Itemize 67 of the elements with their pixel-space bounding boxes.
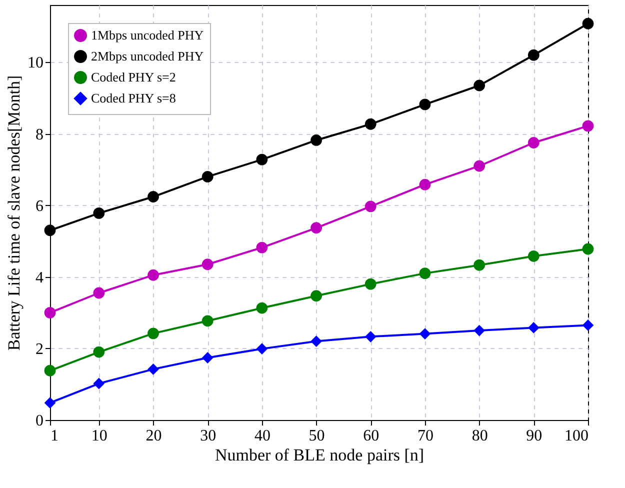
point <box>256 343 268 355</box>
x-tick-label: 20 <box>146 428 162 444</box>
point <box>202 352 214 364</box>
x-tick-label: 90 <box>526 428 542 444</box>
x-tick-label: 60 <box>363 428 380 444</box>
point <box>582 319 594 331</box>
point <box>364 330 376 342</box>
point <box>474 160 486 172</box>
point <box>148 363 159 375</box>
x-axis-title: Number of BLE node pairs [n] <box>214 446 424 464</box>
point <box>310 222 322 234</box>
point <box>474 324 486 336</box>
point <box>582 120 594 132</box>
point <box>528 49 540 61</box>
point <box>310 134 322 146</box>
point <box>419 98 431 110</box>
point <box>310 336 322 347</box>
x-tick-label: 30 <box>200 428 216 444</box>
point <box>256 302 268 314</box>
point <box>419 328 431 340</box>
point <box>148 191 159 202</box>
point <box>419 178 431 190</box>
y-tick-label: 10 <box>28 54 44 72</box>
point <box>44 224 56 236</box>
point <box>364 118 376 130</box>
point <box>93 378 105 390</box>
point <box>474 80 486 92</box>
y-tick-label: 6 <box>36 198 44 215</box>
y-tick-label: 4 <box>36 269 44 286</box>
y-tick-label: 8 <box>36 126 44 144</box>
x-tick-label: 70 <box>417 428 434 444</box>
point <box>148 269 159 281</box>
x-tick-label: 40 <box>254 428 270 444</box>
y-tick-label: 2 <box>36 340 44 358</box>
point <box>582 18 594 30</box>
x-tick-label: 80 <box>472 428 488 444</box>
point <box>93 346 105 358</box>
point <box>528 322 540 334</box>
point <box>474 259 486 271</box>
point <box>419 268 431 280</box>
point <box>256 242 268 254</box>
x-tick-label: 10 <box>91 428 108 444</box>
point <box>44 306 56 318</box>
legend-label: Coded PHY s=2 <box>91 70 176 84</box>
point <box>44 364 56 376</box>
legend-label: Coded PHY s=8 <box>91 90 176 106</box>
y-axis-title: Battery Life time of slave nodes[Month] <box>4 75 24 351</box>
y-tick-label: 0 <box>36 412 44 430</box>
x-tick-label: 1 <box>50 428 58 444</box>
point <box>364 200 376 212</box>
x-tick-label: 50 <box>308 428 325 444</box>
point <box>202 258 214 270</box>
point <box>582 243 594 255</box>
point <box>310 290 322 302</box>
point <box>364 278 376 290</box>
x-tick-label: 100 <box>564 428 588 444</box>
point <box>44 397 56 409</box>
point <box>202 315 214 327</box>
legend-label: 2Mbps uncoded PHY <box>91 48 204 64</box>
point <box>528 250 540 262</box>
legend-label: 1Mbps uncoded PHY <box>91 28 204 42</box>
point <box>256 154 268 166</box>
point <box>528 137 540 148</box>
point <box>93 287 105 299</box>
point <box>93 208 105 219</box>
point <box>148 328 159 340</box>
point <box>202 171 214 182</box>
